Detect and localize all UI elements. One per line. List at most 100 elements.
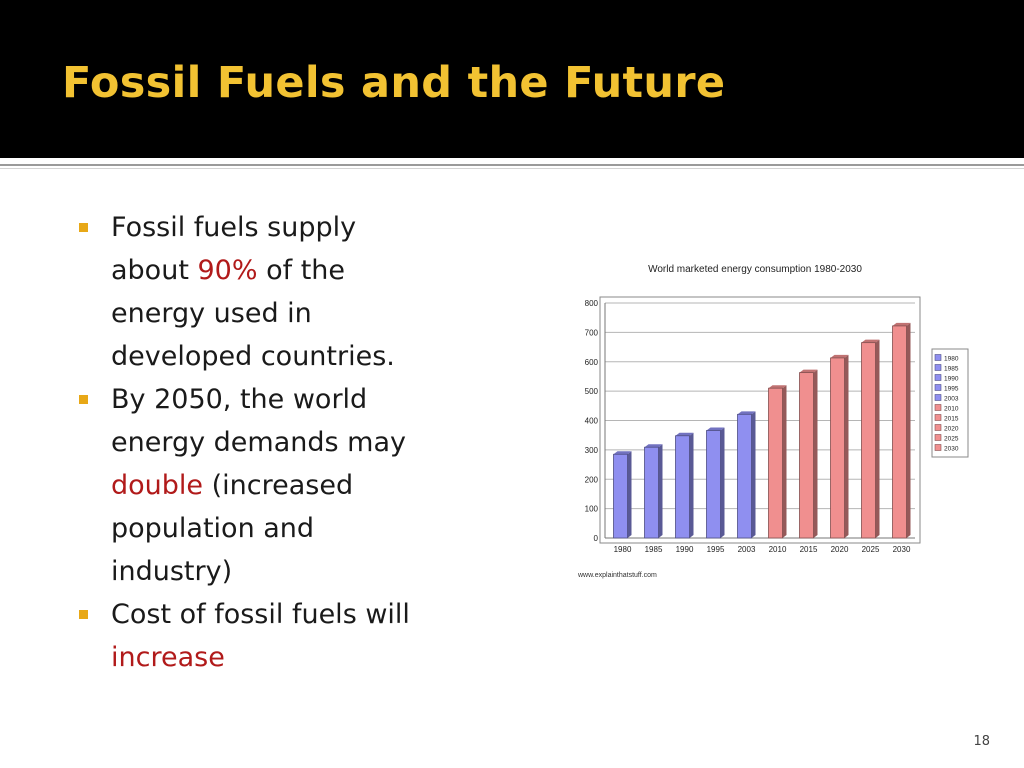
- bullet-marker-icon: [79, 395, 88, 404]
- legend-label: 2030: [944, 446, 959, 453]
- legend-label: 2003: [944, 396, 959, 403]
- bar-side: [658, 444, 663, 538]
- bullet-list: Fossil fuels supply about 90% of the energ…: [74, 206, 494, 679]
- bullet-text: Fossil fuels supply: [111, 212, 357, 243]
- bar-top: [830, 354, 849, 358]
- bar-top: [675, 432, 694, 436]
- legend-label: 1980: [944, 356, 959, 363]
- bar-side: [689, 432, 694, 538]
- bar: [706, 430, 721, 539]
- bullet-marker-icon: [79, 610, 88, 619]
- bar: [675, 435, 690, 539]
- bar-side: [720, 427, 725, 538]
- bullet-line: energy used in: [111, 292, 494, 335]
- bar-side: [627, 451, 632, 538]
- x-tick-label: 2003: [738, 545, 756, 554]
- legend-label: 1995: [944, 386, 959, 393]
- legend-label: 2020: [944, 426, 959, 433]
- y-tick-label: 200: [585, 475, 599, 484]
- bar-top: [737, 411, 756, 415]
- bar-side: [844, 354, 849, 538]
- x-tick-label: 1990: [676, 545, 694, 554]
- bar: [799, 372, 814, 539]
- bullet-text: developed countries.: [111, 341, 395, 372]
- highlight-text: increase: [111, 642, 225, 673]
- y-tick-label: 600: [585, 358, 599, 367]
- bullet-line: By 2050, the world: [111, 378, 494, 421]
- chart-svg: World marketed energy consumption 1980-2…: [577, 264, 969, 579]
- bar-top: [799, 369, 818, 373]
- bullet-text: of the: [257, 255, 345, 286]
- bullet-item: Fossil fuels supply about 90% of the energ…: [74, 206, 494, 378]
- bar: [613, 453, 628, 539]
- bullet-text: industry): [111, 556, 233, 587]
- legend-swatch: [934, 434, 942, 441]
- legend-swatch: [934, 394, 942, 401]
- x-tick-label: 2030: [893, 545, 911, 554]
- bar: [644, 446, 659, 539]
- bar-side: [782, 385, 787, 538]
- divider-rule: [0, 164, 1024, 166]
- y-tick-label: 500: [585, 387, 599, 396]
- bar: [768, 387, 783, 539]
- legend-swatch: [934, 374, 942, 381]
- bar-top: [861, 339, 880, 343]
- y-tick-label: 700: [585, 328, 599, 337]
- bar: [892, 325, 907, 539]
- bar: [737, 413, 752, 539]
- x-tick-label: 2020: [831, 545, 849, 554]
- bar: [861, 342, 876, 539]
- bullet-line: increase: [111, 636, 494, 679]
- bar-top: [768, 385, 787, 389]
- x-tick-label: 2015: [800, 545, 818, 554]
- bullet-text: Cost of fossil fuels will: [111, 599, 410, 630]
- y-tick-label: 100: [585, 505, 599, 514]
- y-tick-label: 0: [594, 534, 599, 543]
- divider-rule-light: [0, 168, 1024, 169]
- bar-side: [813, 369, 818, 538]
- bullet-item: Cost of fossil fuels will increase: [74, 593, 494, 679]
- bar-top: [892, 322, 911, 326]
- bullet-marker-icon: [79, 223, 88, 232]
- y-tick-label: 300: [585, 446, 599, 455]
- legend-swatch: [934, 414, 942, 421]
- bullet-line: industry): [111, 550, 494, 593]
- highlight-text: 90%: [197, 255, 258, 286]
- x-tick-label: 2025: [862, 545, 880, 554]
- bar-side: [751, 411, 756, 538]
- bar-top: [706, 427, 725, 431]
- x-tick-label: 1980: [614, 545, 632, 554]
- bar-side: [875, 339, 880, 538]
- chart-source: www.explainthatstuff.com: [577, 572, 657, 579]
- legend-swatch: [934, 354, 942, 361]
- bar-top: [613, 451, 632, 455]
- legend-swatch: [934, 364, 942, 371]
- bullet-text: about: [111, 255, 198, 286]
- bullet-text: By 2050, the world: [111, 384, 368, 415]
- highlight-text: double: [111, 470, 204, 501]
- x-tick-label: 2010: [769, 545, 787, 554]
- bullet-line: Cost of fossil fuels will: [111, 593, 494, 636]
- bar-top: [644, 444, 663, 448]
- page-number: 18: [973, 734, 990, 749]
- bullet-line: Fossil fuels supply: [111, 206, 494, 249]
- legend-label: 2015: [944, 416, 959, 423]
- bullet-line: population and: [111, 507, 494, 550]
- x-tick-label: 1985: [645, 545, 663, 554]
- slide-title: Fossil Fuels and the Future: [62, 58, 726, 108]
- legend-swatch: [934, 404, 942, 411]
- energy-chart: World marketed energy consumption 1980-2…: [570, 255, 975, 590]
- y-tick-label: 800: [585, 299, 599, 308]
- bar-side: [906, 322, 911, 538]
- x-tick-label: 1995: [707, 545, 725, 554]
- bullet-text: energy used in: [111, 298, 312, 329]
- legend-swatch: [934, 424, 942, 431]
- legend-label: 2010: [944, 406, 959, 413]
- bullet-text: (increased: [203, 470, 354, 501]
- bullet-text: population and: [111, 513, 315, 544]
- y-tick-label: 400: [585, 417, 599, 426]
- bullet-item: By 2050, the world energy demands may doub…: [74, 378, 494, 593]
- legend-swatch: [934, 384, 942, 391]
- legend-label: 2025: [944, 436, 959, 443]
- bullet-text: energy demands may: [111, 427, 406, 458]
